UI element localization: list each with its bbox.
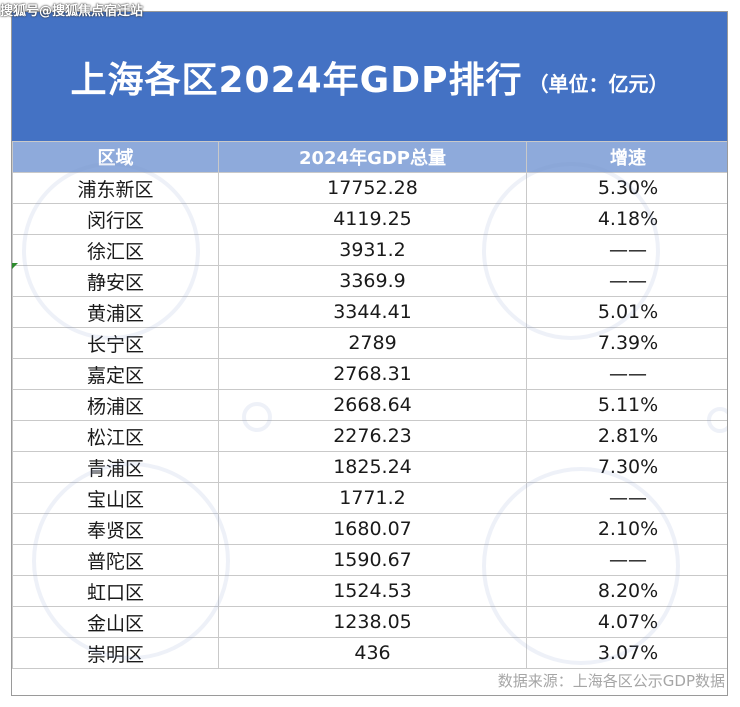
table-row: 闵行区 4119.25 4.18% xyxy=(12,203,727,235)
gdp-cell: 2276.23 xyxy=(218,420,527,452)
table-row: 金山区 1238.05 4.07% xyxy=(12,606,727,638)
table-row: 长宁区 2789 7.39% xyxy=(12,327,727,359)
page-title: 上海各区2024年GDP排行 xyxy=(70,59,523,101)
region-cell: 黄浦区 xyxy=(12,296,219,328)
region-cell: 奉贤区 xyxy=(12,513,219,545)
growth-cell: —— xyxy=(526,234,727,266)
gdp-cell: 1590.67 xyxy=(218,544,527,576)
growth-cell: —— xyxy=(526,358,727,390)
growth-cell: 5.30% xyxy=(526,172,727,204)
table-row: 宝山区 1771.2 —— xyxy=(12,482,727,514)
gdp-cell: 2768.31 xyxy=(218,358,527,390)
region-cell: 虹口区 xyxy=(12,575,219,607)
table-row: 嘉定区 2768.31 —— xyxy=(12,358,727,390)
cell-comment-marker xyxy=(12,263,18,269)
gdp-table: 区域 2024年GDP总量 增速 浦东新区 17752.28 5.30% 闵行区 411… xyxy=(12,141,727,669)
gdp-cell: 3344.41 xyxy=(218,296,527,328)
table-row: 黄浦区 3344.41 5.01% xyxy=(12,296,727,328)
growth-cell: 5.11% xyxy=(526,389,727,421)
table-row: 松江区 2276.23 2.81% xyxy=(12,420,727,452)
unit-label: （单位：亿元） xyxy=(528,72,669,96)
growth-cell: 2.10% xyxy=(526,513,727,545)
growth-cell: —— xyxy=(526,544,727,576)
region-cell: 杨浦区 xyxy=(12,389,219,421)
table-row: 奉贤区 1680.07 2.10% xyxy=(12,513,727,545)
region-cell: 徐汇区 xyxy=(12,234,219,266)
growth-cell: 7.30% xyxy=(526,451,727,483)
table-row: 杨浦区 2668.64 5.11% xyxy=(12,389,727,421)
gdp-cell: 1771.2 xyxy=(218,482,527,514)
gdp-cell: 1825.24 xyxy=(218,451,527,483)
region-cell: 长宁区 xyxy=(12,327,219,359)
growth-cell: 2.81% xyxy=(526,420,727,452)
region-cell: 崇明区 xyxy=(12,637,219,669)
header-row: 区域 2024年GDP总量 增速 xyxy=(12,141,727,173)
growth-cell: 3.07% xyxy=(526,637,727,669)
region-cell: 宝山区 xyxy=(12,482,219,514)
growth-cell: 7.39% xyxy=(526,327,727,359)
region-cell: 普陀区 xyxy=(12,544,219,576)
data-source-note: 数据来源：上海各区公示GDP数据 xyxy=(497,672,725,690)
gdp-cell: 1680.07 xyxy=(218,513,527,545)
gdp-cell: 2668.64 xyxy=(218,389,527,421)
region-cell: 金山区 xyxy=(12,606,219,638)
gdp-cell: 17752.28 xyxy=(218,172,527,204)
table-row: 虹口区 1524.53 8.20% xyxy=(12,575,727,607)
table-row: 徐汇区 3931.2 —— xyxy=(12,234,727,266)
region-cell: 静安区 xyxy=(12,265,219,297)
growth-cell: 8.20% xyxy=(526,575,727,607)
table-row: 崇明区 436 3.07% xyxy=(12,637,727,669)
region-cell: 闵行区 xyxy=(12,203,219,235)
growth-cell: —— xyxy=(526,265,727,297)
table-row: 静安区 3369.9 —— xyxy=(12,265,727,297)
region-cell: 松江区 xyxy=(12,420,219,452)
table-row: 普陀区 1590.67 —— xyxy=(12,544,727,576)
growth-cell: 5.01% xyxy=(526,296,727,328)
gdp-cell: 1238.05 xyxy=(218,606,527,638)
growth-cell: 4.18% xyxy=(526,203,727,235)
growth-cell: —— xyxy=(526,482,727,514)
growth-cell: 4.07% xyxy=(526,606,727,638)
header-region: 区域 xyxy=(12,141,219,173)
gdp-cell: 436 xyxy=(218,637,527,669)
region-cell: 浦东新区 xyxy=(12,172,219,204)
table-frame: 上海各区2024年GDP排行 （单位：亿元） 区域 2024年GDP总量 增速 … xyxy=(11,11,728,696)
region-cell: 青浦区 xyxy=(12,451,219,483)
gdp-cell: 4119.25 xyxy=(218,203,527,235)
title-bar: 上海各区2024年GDP排行 （单位：亿元） xyxy=(12,12,727,141)
header-gdp: 2024年GDP总量 xyxy=(218,141,527,173)
gdp-cell: 3931.2 xyxy=(218,234,527,266)
region-cell: 嘉定区 xyxy=(12,358,219,390)
gdp-cell: 1524.53 xyxy=(218,575,527,607)
table-row: 青浦区 1825.24 7.30% xyxy=(12,451,727,483)
source-watermark: 搜狐号@搜狐焦点宿迁站 xyxy=(0,4,144,19)
table-row: 浦东新区 17752.28 5.30% xyxy=(12,172,727,204)
gdp-cell: 2789 xyxy=(218,327,527,359)
header-growth: 增速 xyxy=(526,141,727,173)
gdp-cell: 3369.9 xyxy=(218,265,527,297)
